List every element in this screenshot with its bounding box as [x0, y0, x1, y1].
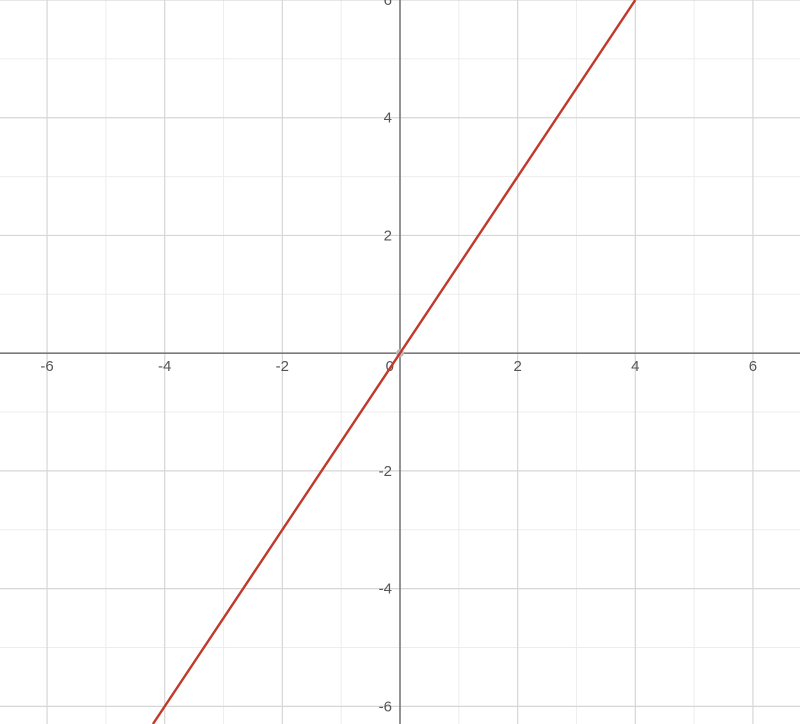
x-tick-label: -4	[158, 358, 171, 375]
x-tick-label: 2	[513, 358, 521, 375]
x-tick-label: -6	[40, 358, 53, 375]
x-tick-label: 6	[749, 358, 757, 375]
line-chart: 0246-6-4-2246-6-4-2	[0, 0, 800, 724]
y-tick-label: -4	[379, 581, 392, 598]
y-tick-label: 2	[384, 227, 392, 244]
x-tick-label: 4	[631, 358, 639, 375]
y-tick-label: -6	[379, 698, 392, 715]
x-tick-label: -2	[276, 358, 289, 375]
y-tick-label: 6	[384, 0, 392, 9]
chart-svg: 0246-6-4-2246-6-4-2	[0, 0, 800, 724]
y-tick-label: -2	[379, 463, 392, 480]
y-tick-label: 4	[384, 110, 392, 127]
